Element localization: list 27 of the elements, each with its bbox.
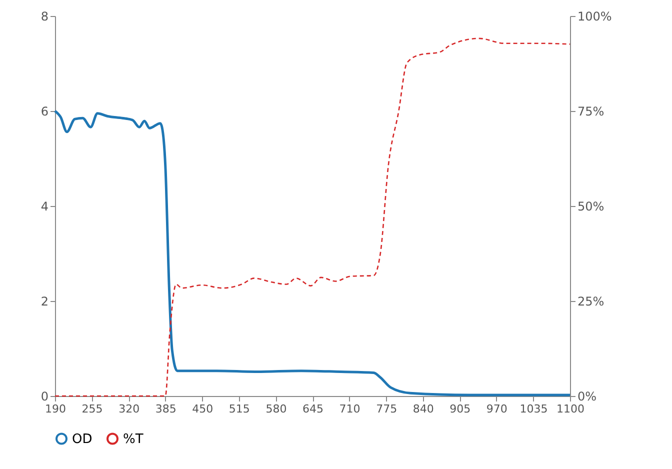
- y2-tick-label: 0%: [578, 390, 597, 404]
- y2-tick-label: 50%: [578, 200, 604, 214]
- x-tick-label: 1035: [520, 402, 548, 416]
- y2-tick-label: 25%: [578, 294, 604, 308]
- x-tick-label: 515: [228, 402, 250, 416]
- legend-label: OD: [72, 432, 92, 447]
- x-tick-label: 970: [486, 402, 508, 416]
- x-tick-label: 580: [266, 402, 287, 416]
- legend-label: %T: [123, 432, 144, 447]
- x-tick-label: 1100: [556, 402, 584, 416]
- x-tick-label: 190: [45, 402, 66, 416]
- x-tick-label: 840: [412, 402, 434, 416]
- x-tick-label: 645: [302, 402, 324, 416]
- y2-tick-label: 100%: [578, 10, 612, 24]
- x-tick-label: 320: [118, 402, 140, 416]
- x-tick-label: 710: [339, 402, 360, 416]
- x-tick-label: 775: [376, 402, 398, 416]
- y-tick-label: 2: [40, 294, 48, 308]
- y2-tick-label: 75%: [578, 104, 604, 118]
- x-tick-label: 255: [82, 402, 103, 416]
- y-tick-label: 6: [40, 104, 48, 118]
- x-tick-label: 385: [155, 402, 176, 416]
- x-tick-label: 905: [450, 402, 471, 416]
- y-tick-label: 8: [40, 10, 48, 24]
- y-tick-label: 4: [40, 200, 48, 214]
- y-tick-label: 0: [40, 390, 48, 404]
- x-tick-label: 450: [192, 402, 214, 416]
